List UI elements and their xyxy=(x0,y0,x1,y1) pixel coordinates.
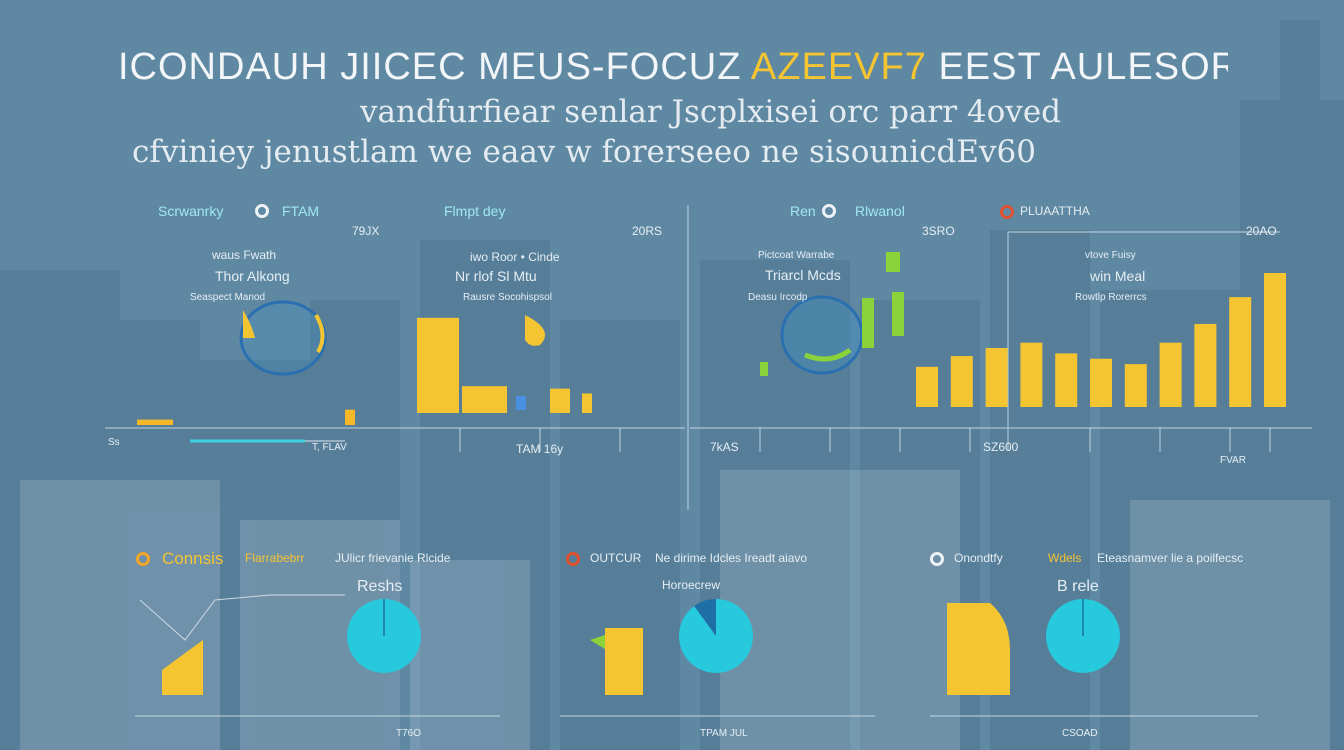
yellow-shape xyxy=(947,603,1010,695)
bar xyxy=(462,386,507,413)
bottom-2-icon xyxy=(566,552,580,566)
yellow-crescent xyxy=(525,315,545,346)
subtitle-line-1: vandfurfiear senlar Jscplxisei orc parr … xyxy=(360,94,1062,130)
panel-4-foot: FVAR xyxy=(1220,455,1246,466)
panel-4-axis: SZ600 xyxy=(983,440,1019,454)
bar-chart-panel-1 xyxy=(137,409,355,425)
panel-3-title-2: Rlwanol xyxy=(855,203,905,219)
yellow-block xyxy=(605,628,643,695)
bottom-2-title-b: Ne dirime Idcles Ireadt aiavo xyxy=(655,551,808,565)
bottom-1-title-c: JUlicr frievanie Rlcide xyxy=(335,551,451,565)
bottom-3-foot: CSOAD xyxy=(1062,728,1098,739)
lens-highlight xyxy=(243,310,255,338)
panel-3-info-1: Pictcoat Warrabe xyxy=(758,250,835,261)
panel-1-info-2: Thor Alkong xyxy=(215,268,290,284)
bottom-1-title-a: Connsis xyxy=(162,549,224,568)
panel-1-foot: T, FLAV xyxy=(312,442,347,453)
green-accent-bar xyxy=(892,292,904,336)
green-accent-bar xyxy=(886,252,900,272)
panel-2-axis: TAM 16y xyxy=(516,442,564,456)
panel-2-info-1: iwo Roor • Cinde xyxy=(470,250,560,264)
bar xyxy=(1194,323,1217,407)
green-accent-bar xyxy=(862,298,874,348)
lens-decoration xyxy=(239,300,327,376)
bottom-2-title-a: OUTCUR xyxy=(590,551,642,565)
subtitle-line-2: cfviniey jenustlam we eaav w forerseeo n… xyxy=(132,134,1036,170)
bottom-1-foot: T76O xyxy=(396,728,422,739)
panel-1-axis: Ss xyxy=(108,437,120,448)
panel-2-title: Flmpt dey xyxy=(444,203,506,219)
title-accent: AZEEVF7 xyxy=(750,46,927,88)
panel-1-value: 79JX xyxy=(352,224,380,238)
panel-2-info-3: Rausre Socohispsol xyxy=(463,292,552,303)
bottom-3-icon xyxy=(930,552,944,566)
trend-line xyxy=(139,594,345,641)
bar xyxy=(1090,358,1112,407)
pie-charts xyxy=(347,599,1120,674)
bar xyxy=(550,388,570,413)
pie-slice xyxy=(694,599,716,636)
bottom-3-label: B rele xyxy=(1057,578,1099,595)
bottom-3-title-c: Eteasnamver lie a poilfecsc xyxy=(1097,551,1244,565)
panel-1-info-3: Seaspect Manod xyxy=(190,292,266,303)
title-part-1: ICONDAUH JIICEC MEUS-FOCUZ xyxy=(118,46,742,88)
green-accent-bar xyxy=(760,362,768,376)
bar xyxy=(345,409,355,425)
spiral-icon xyxy=(255,204,269,218)
panel-3-title: Ren xyxy=(790,203,816,219)
bar xyxy=(1264,273,1286,407)
globe-icon xyxy=(822,204,836,218)
panel-1-title-2: FTAM xyxy=(282,203,320,219)
panel-1-title: Scrwanrky xyxy=(158,203,224,219)
bar xyxy=(1124,364,1147,407)
blue-marker xyxy=(516,396,526,410)
bar xyxy=(137,419,173,425)
panel-1-info-1: waus Fwath xyxy=(212,248,277,262)
bottom-3-title-a: Onondtfy xyxy=(954,551,1003,565)
lens-decoration-2 xyxy=(780,295,864,375)
bar xyxy=(1055,353,1078,407)
panel-3-value: 3SRO xyxy=(922,224,955,238)
bar xyxy=(582,393,592,413)
panel-4-info-2: win Meal xyxy=(1090,268,1146,284)
yellow-area xyxy=(162,640,203,695)
bottom-1-icon xyxy=(136,552,150,566)
bottom-2-label: Horoecrew xyxy=(662,578,721,592)
page-title: ICONDAUH JIICEC MEUS-FOCUZ AZEEVF7 EEST … xyxy=(118,46,1228,89)
panel-2-value: 20RS xyxy=(632,224,663,238)
bottom-1-title-b: Flarrabebrr xyxy=(245,551,305,565)
bar xyxy=(985,348,1008,407)
chart-icon xyxy=(1000,205,1014,219)
bar-chart-panel-2 xyxy=(417,317,592,413)
bar xyxy=(417,317,459,413)
panel-4-info-3: Rowtlp Rorerrcs xyxy=(1075,292,1147,303)
title-part-2: EEST AULESORS xyxy=(938,46,1228,88)
panel-3-info-3: Deasu Ircodp xyxy=(748,292,808,303)
bar xyxy=(1020,342,1043,407)
panel-2-info-2: Nr rlof Sl Mtu xyxy=(455,268,537,284)
panel-3-axis: 7kAS xyxy=(710,440,739,454)
bottom-3-title-b: Wdels xyxy=(1048,551,1082,565)
panel-4-title: PLUAATTHA xyxy=(1020,204,1090,218)
bar xyxy=(1229,297,1252,407)
bottom-1-label: Reshs xyxy=(357,578,403,595)
panel-3-info-2: Triarcl Mcds xyxy=(765,267,841,283)
bar-chart-panel-4 xyxy=(916,273,1286,407)
bottom-2-foot: TPAM JUL xyxy=(700,728,748,739)
panel-4-info-1: vtove Fuisy xyxy=(1085,250,1136,261)
panel-4-value: 20AO xyxy=(1246,224,1277,238)
bar xyxy=(916,366,938,407)
bar xyxy=(1159,342,1182,407)
bar xyxy=(950,356,973,407)
